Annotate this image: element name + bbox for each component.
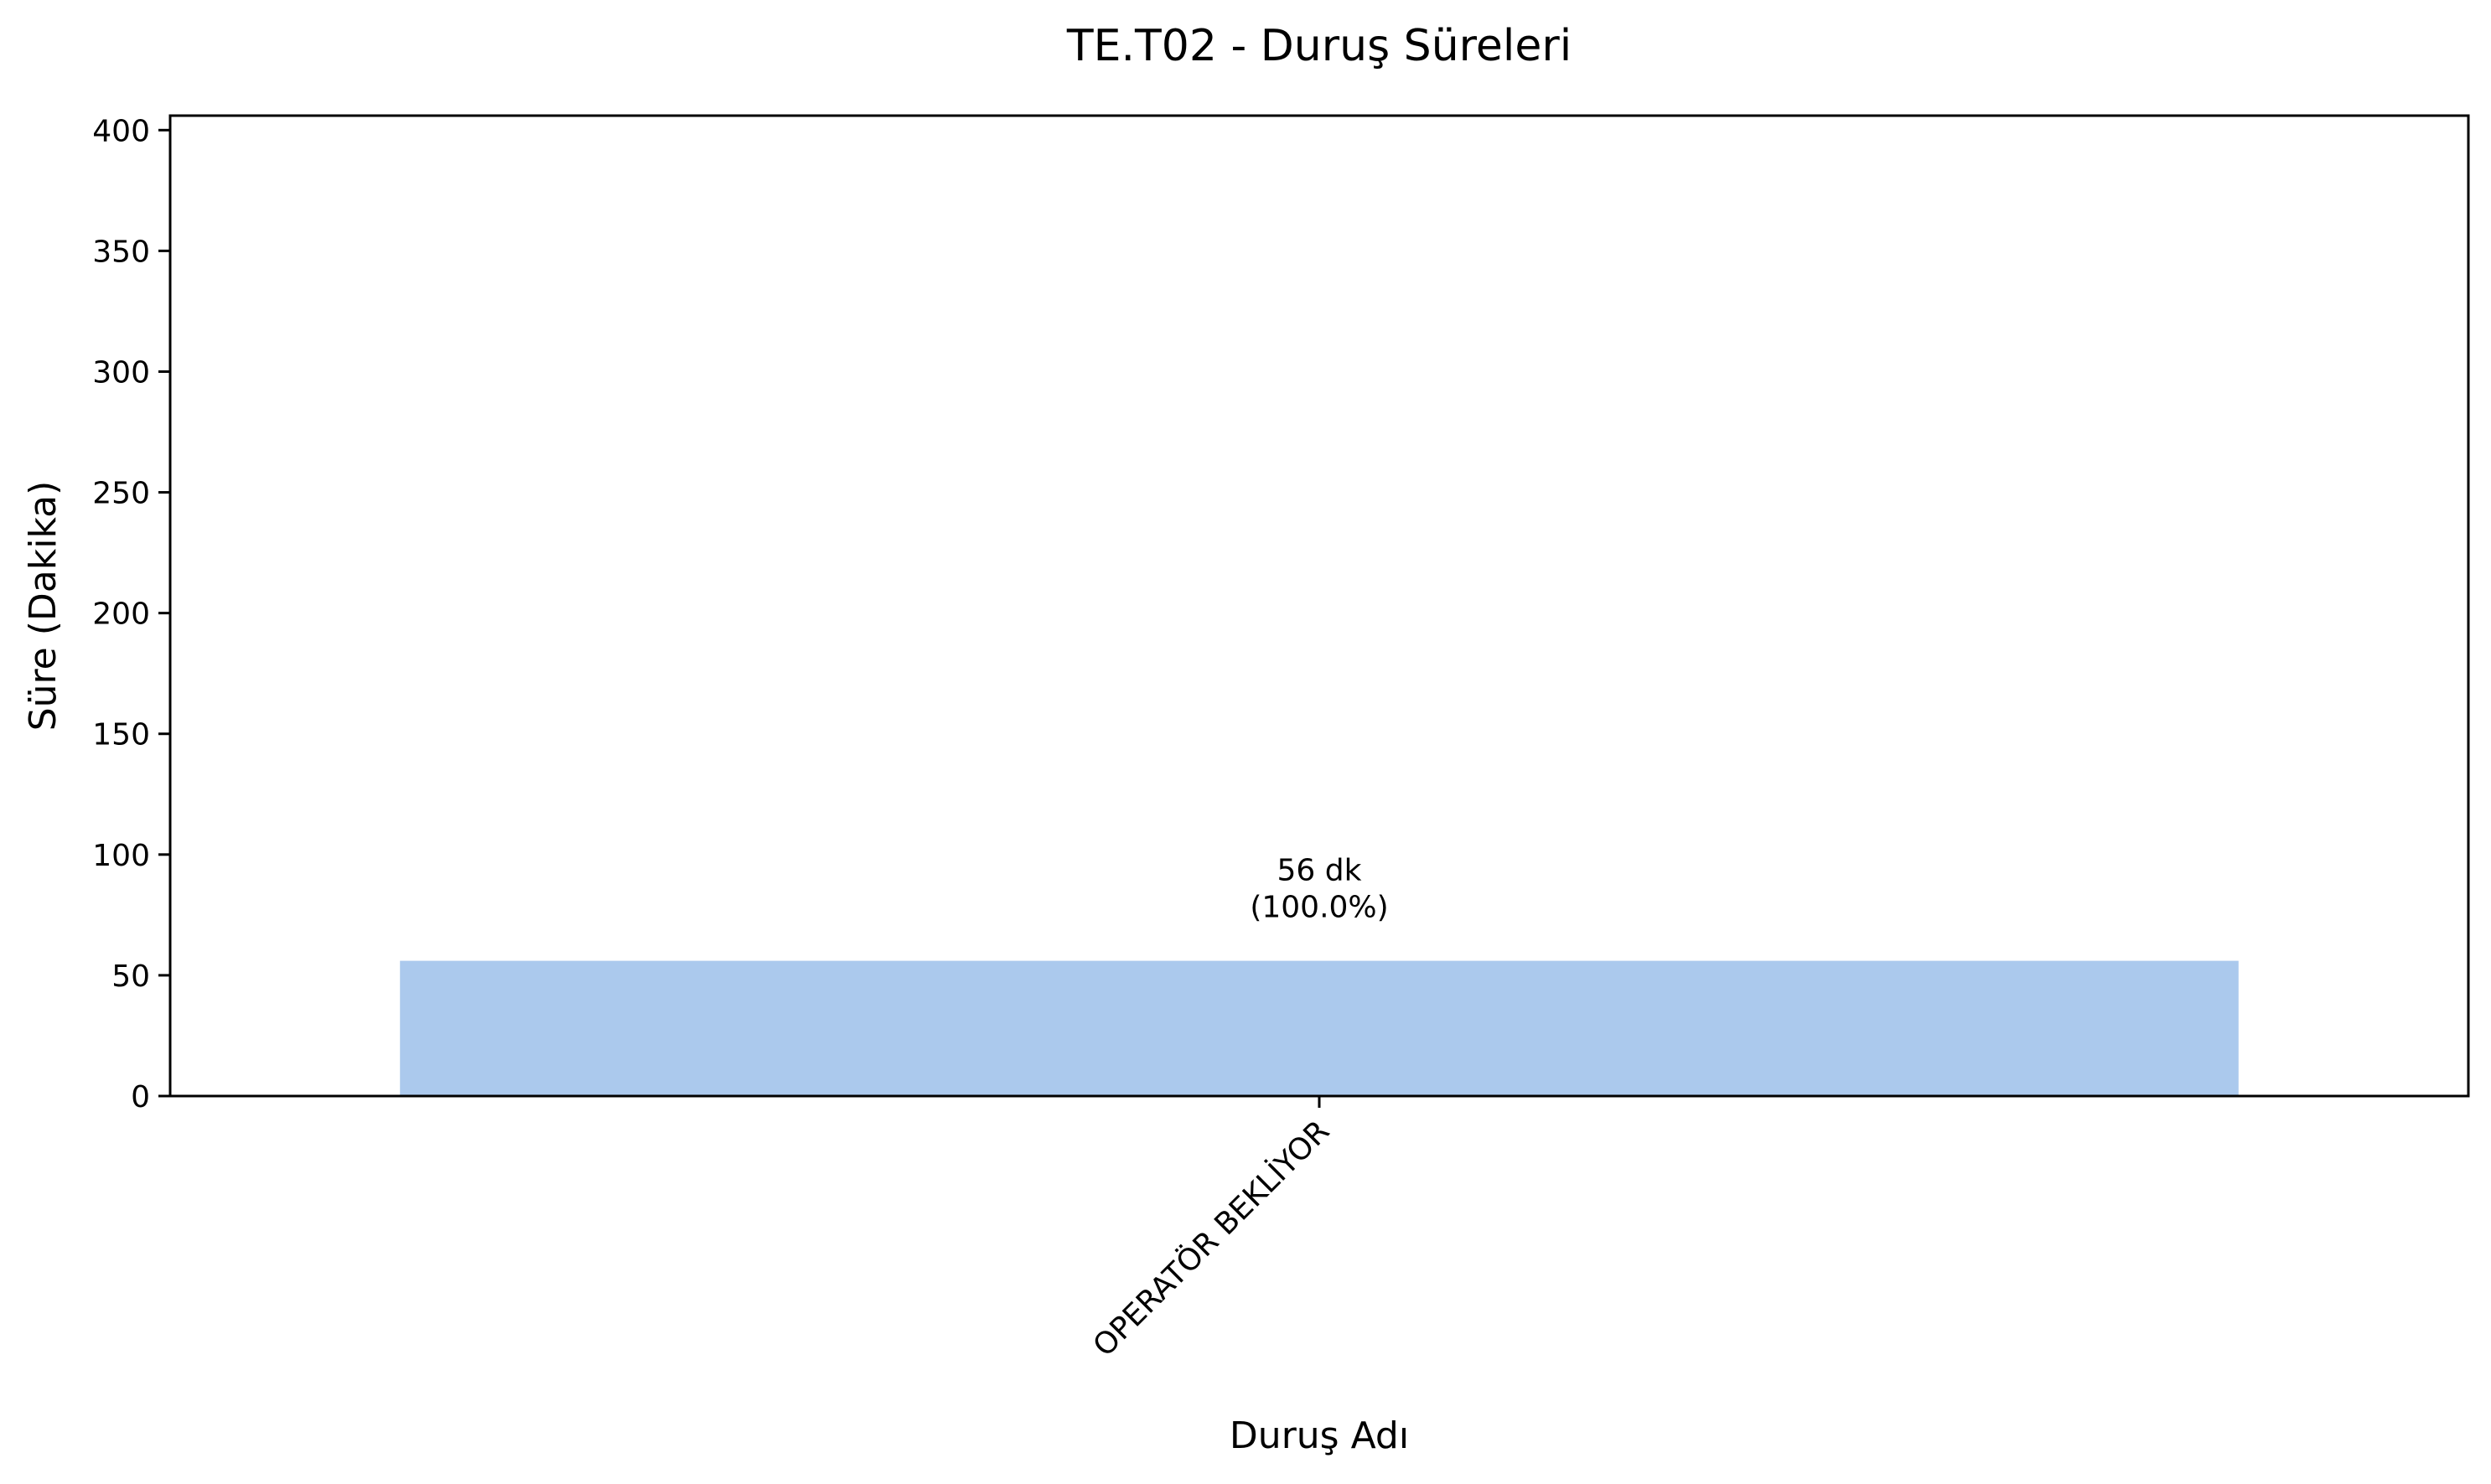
plot-area-frame xyxy=(168,114,2470,1098)
y-tick-label: 200 xyxy=(92,597,150,632)
bars-layer xyxy=(400,960,2239,1096)
y-tick-label: 350 xyxy=(92,235,150,269)
y-tick-label: 400 xyxy=(92,114,150,148)
y-axis-label: Süre (Dakika) xyxy=(22,481,65,732)
bar-value-label: 56 dk xyxy=(1277,854,1362,888)
chart-title: TE.T02 - Duruş Süreleri xyxy=(1066,21,1572,71)
y-axis-ticks: 0 50 100 150 200 250 300 350 400 xyxy=(92,114,170,1114)
y-tick-label: 150 xyxy=(92,718,150,752)
y-tick-label: 0 xyxy=(131,1080,150,1114)
y-tick-label: 300 xyxy=(92,355,150,390)
x-axis-label: Duruş Adı xyxy=(1230,1414,1409,1457)
bar-value-labels: 56 dk(100.0%) xyxy=(1250,854,1388,925)
y-tick-label: 50 xyxy=(111,959,150,994)
y-tick-label: 250 xyxy=(92,477,150,511)
y-tick-label: 100 xyxy=(92,839,150,873)
bar xyxy=(400,960,2239,1096)
bar-value-label: (100.0%) xyxy=(1250,891,1388,925)
